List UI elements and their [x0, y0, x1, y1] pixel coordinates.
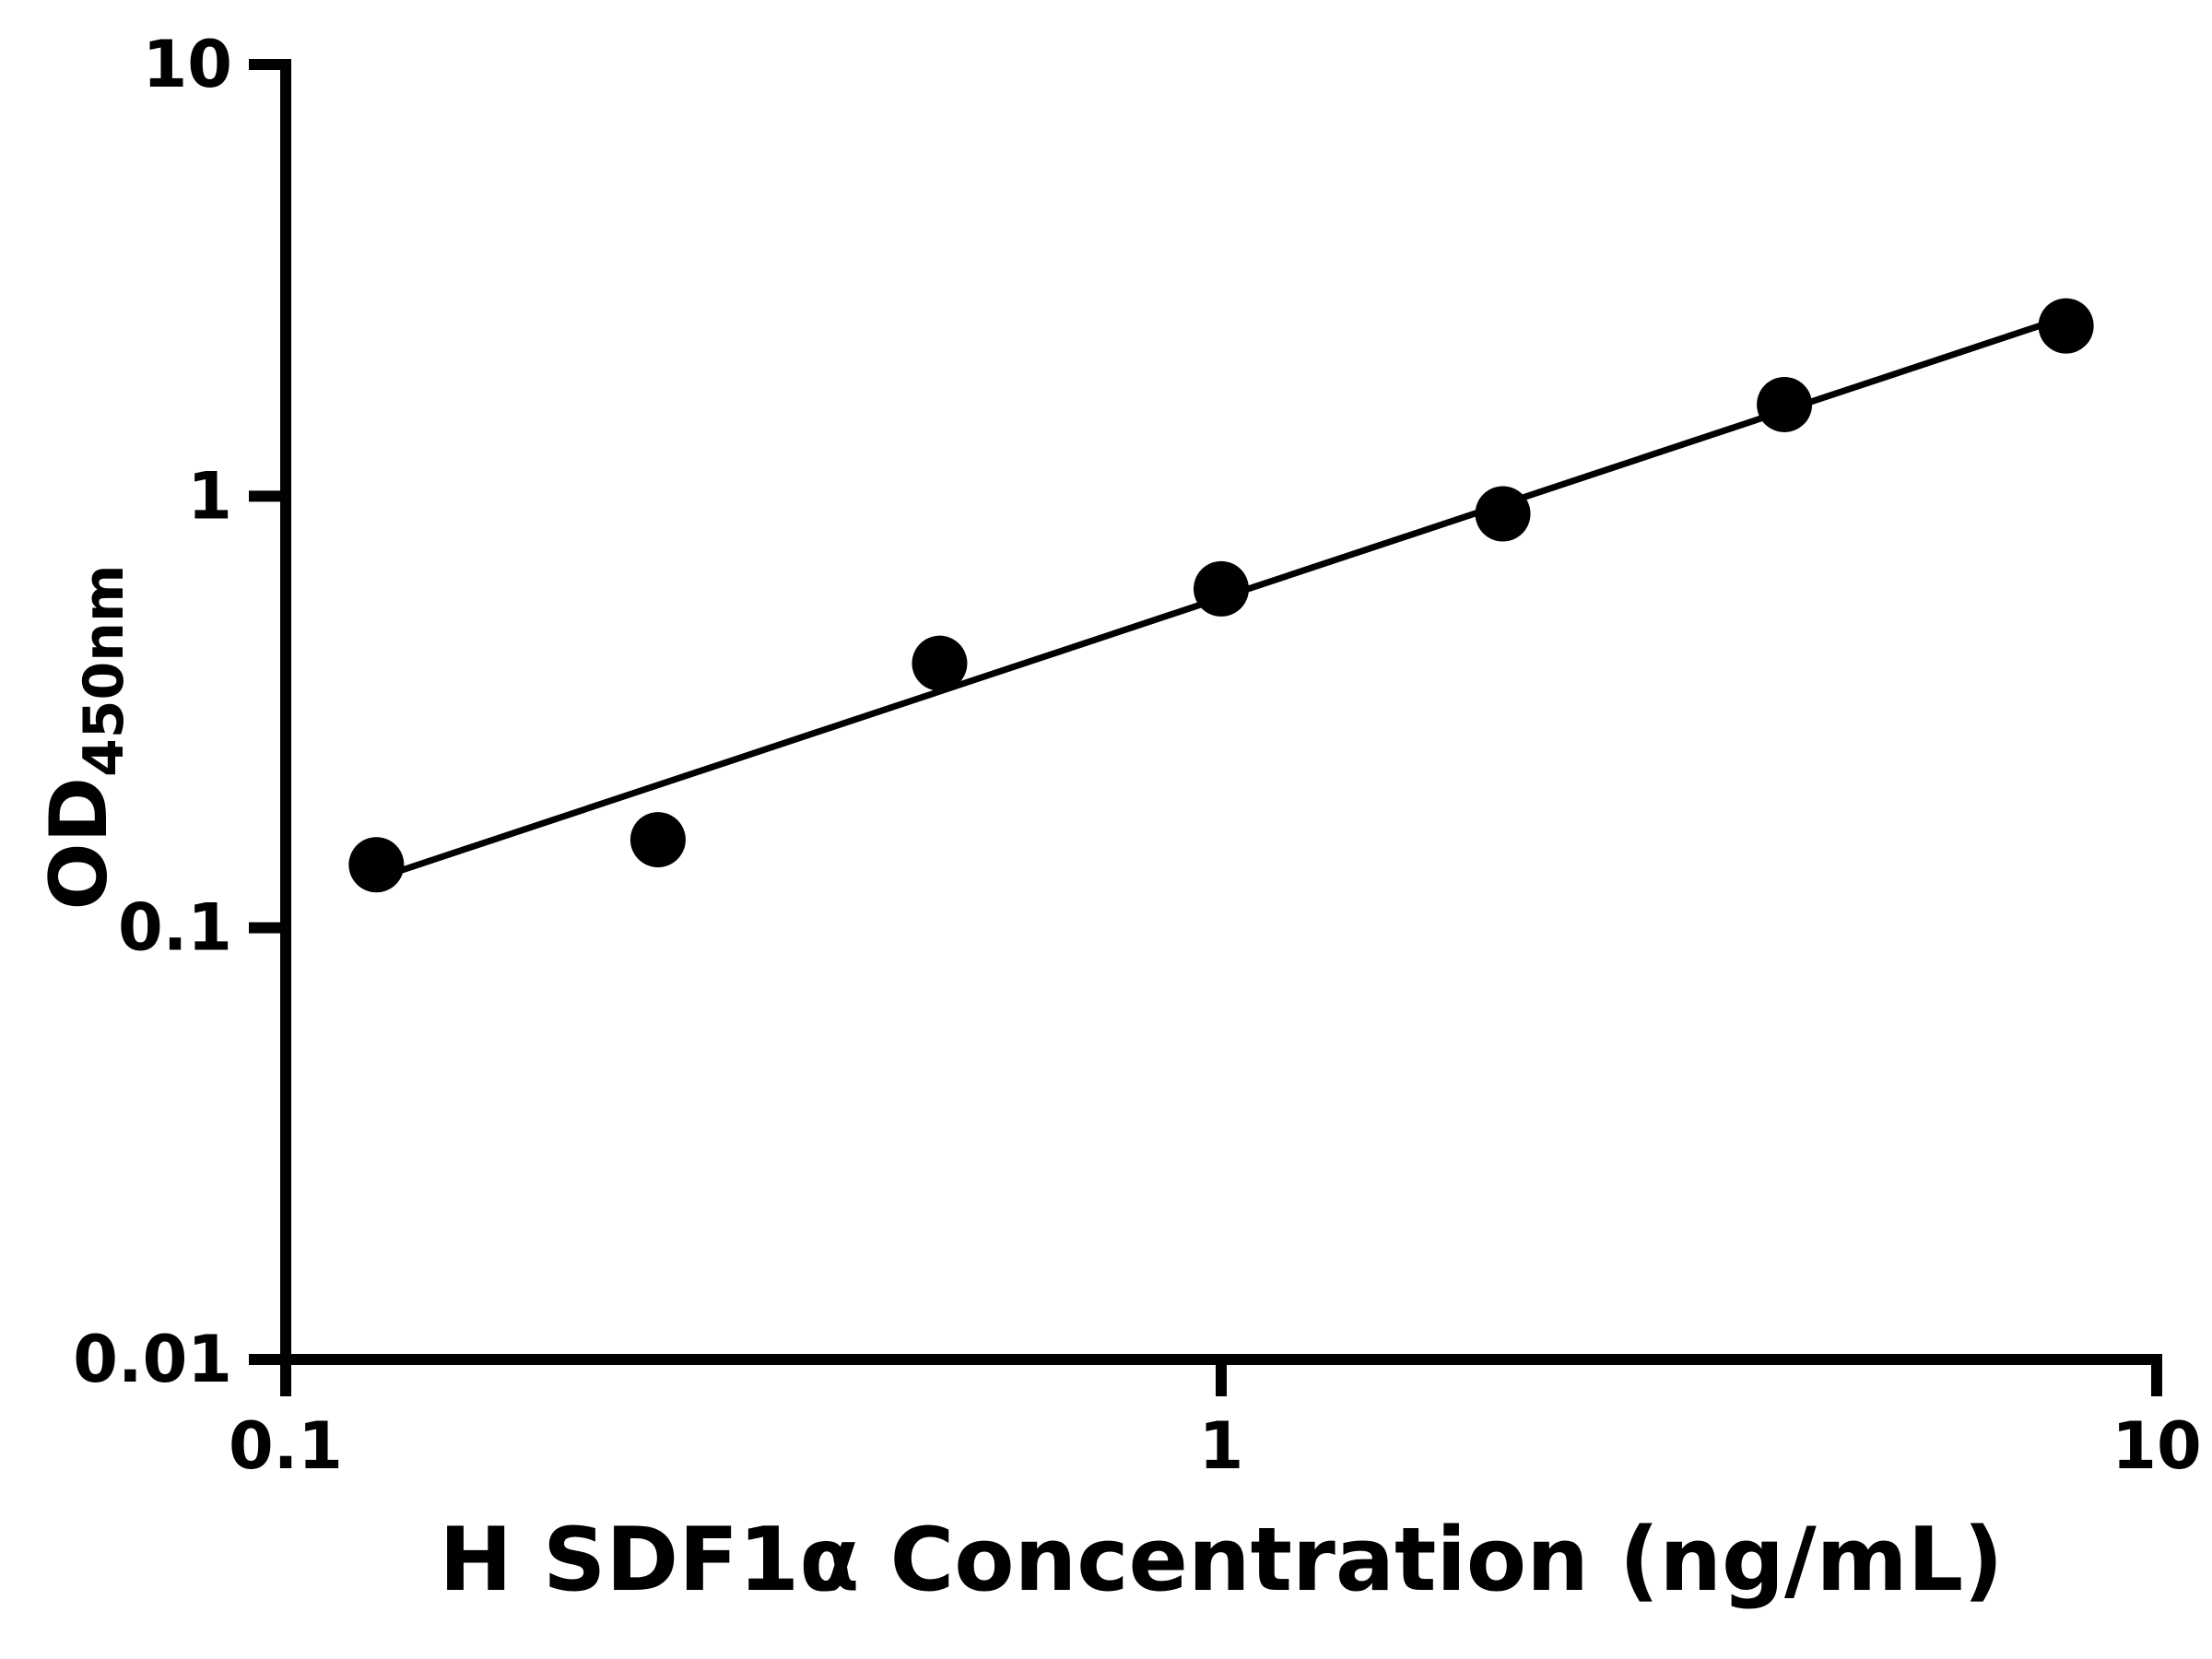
- y-tick-label: 10: [143, 27, 232, 102]
- data-point: [912, 635, 968, 691]
- data-point: [1194, 560, 1249, 617]
- data-point: [348, 837, 405, 893]
- y-axis-title-sub: 450nm: [72, 565, 136, 777]
- y-tick-label: 0.1: [118, 890, 232, 966]
- x-axis-title: H SDF1α Concentration (ng/mL): [439, 1510, 2003, 1611]
- x-tick-label: 1: [1199, 1408, 1244, 1484]
- data-point: [1757, 376, 1813, 432]
- y-axis-title-main: OD: [33, 777, 125, 911]
- y-tick-label: 1: [187, 458, 232, 534]
- data-point: [2038, 298, 2094, 354]
- x-tick-label: 10: [2112, 1408, 2201, 1484]
- data-point: [629, 812, 686, 868]
- y-tick-label: 0.01: [73, 1322, 232, 1397]
- y-axis-title: OD450nm: [33, 565, 136, 911]
- data-point: [1475, 486, 1531, 542]
- axis-spine: [280, 59, 2162, 1365]
- x-tick-label: 0.1: [229, 1408, 343, 1484]
